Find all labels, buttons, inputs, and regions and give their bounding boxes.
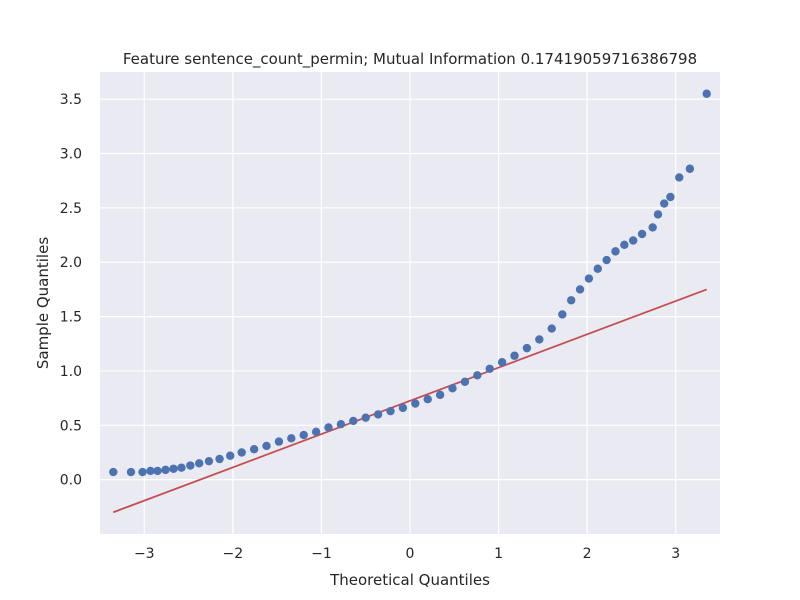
x-tick-label: −2 [223, 546, 244, 562]
sample-point [602, 255, 611, 265]
sample-point [274, 437, 284, 446]
sample-point [249, 445, 259, 454]
x-tick-label: 3 [671, 546, 680, 562]
chart-title: Feature sentence_count_permin; Mutual In… [123, 50, 697, 69]
y-tick-label: 2.5 [60, 201, 82, 217]
sample-point [653, 210, 663, 219]
reference-line [112, 288, 708, 514]
sample-point [473, 371, 482, 380]
x-tick-label: 0 [406, 546, 415, 562]
sample-point [567, 296, 576, 305]
sample-point [311, 427, 321, 437]
sample-point [109, 467, 118, 477]
x-tick-label: −3 [134, 546, 155, 562]
y-axis-label: Sample Quantiles [34, 237, 52, 369]
sample-point [675, 173, 684, 182]
y-tick-label: 0.0 [60, 473, 82, 489]
y-tick-label: 1.0 [60, 364, 82, 380]
sample-point [324, 423, 333, 432]
sample-point [411, 399, 420, 408]
sample-point [161, 465, 170, 475]
y-tick-label: 2.0 [60, 255, 82, 271]
x-tick-label: −1 [311, 546, 332, 562]
sample-point [666, 192, 675, 202]
sample-point [386, 406, 395, 416]
sample-point [146, 466, 155, 476]
sample-point [702, 89, 711, 98]
sample-point [361, 413, 370, 422]
sample-point [215, 454, 224, 464]
sample-point [423, 395, 432, 404]
sample-point [169, 464, 178, 473]
sample-point [593, 264, 602, 273]
x-tick-label: 2 [583, 546, 592, 562]
sample-point [349, 416, 358, 426]
sample-points-layer [109, 89, 711, 477]
sample-point [637, 229, 647, 239]
sample-point [336, 420, 346, 429]
sample-point [299, 430, 308, 440]
sample-point [237, 448, 246, 457]
sample-point [204, 456, 214, 466]
sample-point [648, 223, 657, 232]
gridlines [100, 72, 720, 534]
sample-point [126, 467, 136, 477]
sample-point [660, 199, 669, 208]
sample-point [177, 463, 186, 472]
sample-point [535, 335, 544, 344]
sample-point [575, 285, 585, 294]
sample-point [226, 451, 235, 460]
sample-point [186, 461, 195, 470]
reference-line-layer [112, 288, 708, 514]
x-axis-label: Theoretical Quantiles [329, 571, 490, 589]
sample-point [611, 247, 620, 256]
sample-point [485, 364, 494, 373]
sample-point [629, 236, 638, 245]
y-tick-label: 0.5 [60, 418, 82, 434]
sample-point [373, 410, 383, 419]
sample-point [435, 390, 445, 400]
sample-point [497, 358, 507, 367]
y-tick-label: 3.0 [60, 147, 82, 163]
sample-point [287, 434, 296, 443]
sample-point [195, 459, 204, 468]
sample-point [460, 377, 470, 387]
y-tick-label: 3.5 [60, 92, 82, 108]
sample-point [584, 274, 594, 283]
sample-point [620, 240, 629, 250]
sample-point [138, 467, 147, 477]
sample-point [547, 324, 556, 333]
sample-point [558, 310, 567, 319]
x-tick-labels: −3 −2 −1 0 1 2 3 [134, 546, 680, 562]
sample-point [398, 403, 408, 413]
y-tick-label: 1.5 [60, 310, 82, 326]
sample-point [685, 164, 695, 173]
sample-point [262, 441, 271, 451]
sample-point [448, 384, 457, 393]
x-tick-label: 1 [494, 546, 503, 562]
sample-point [522, 343, 532, 353]
sample-point [153, 466, 162, 476]
y-tick-labels: 0.0 0.5 1.0 1.5 2.0 2.5 3.0 3.5 [60, 92, 82, 488]
sample-point [510, 351, 519, 360]
